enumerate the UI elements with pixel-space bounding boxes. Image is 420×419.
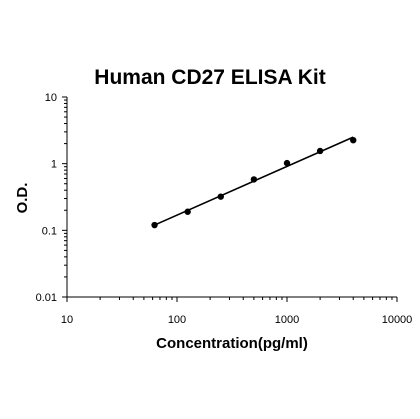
y-axis-ticks: 0.01 0.1 1 10	[36, 92, 67, 304]
y-tick-label: 1	[51, 159, 57, 171]
data-point	[283, 159, 291, 167]
x-tick-label: 1000	[275, 314, 299, 326]
x-axis-label: Concentration(pg/ml)	[156, 335, 308, 352]
y-tick-label: 0.1	[42, 225, 57, 237]
data-point	[151, 221, 158, 229]
data-points	[151, 136, 357, 229]
chart-title: Human CD27 ELISA Kit	[94, 66, 325, 89]
y-axis-label: O.D.	[14, 183, 31, 214]
x-tick-label: 10	[61, 314, 73, 326]
data-point	[250, 176, 258, 183]
data-point	[316, 147, 324, 155]
data-point	[184, 208, 191, 215]
plot-axes	[66, 97, 397, 298]
data-point	[217, 193, 224, 200]
y-tick-label: 0.01	[36, 292, 57, 304]
x-tick-label: 10000	[382, 314, 413, 326]
x-axis-ticks: 10 100 1000 10000	[61, 297, 412, 326]
x-tick-label: 100	[168, 314, 186, 326]
y-tick-label: 10	[45, 92, 57, 104]
data-point	[350, 136, 357, 144]
